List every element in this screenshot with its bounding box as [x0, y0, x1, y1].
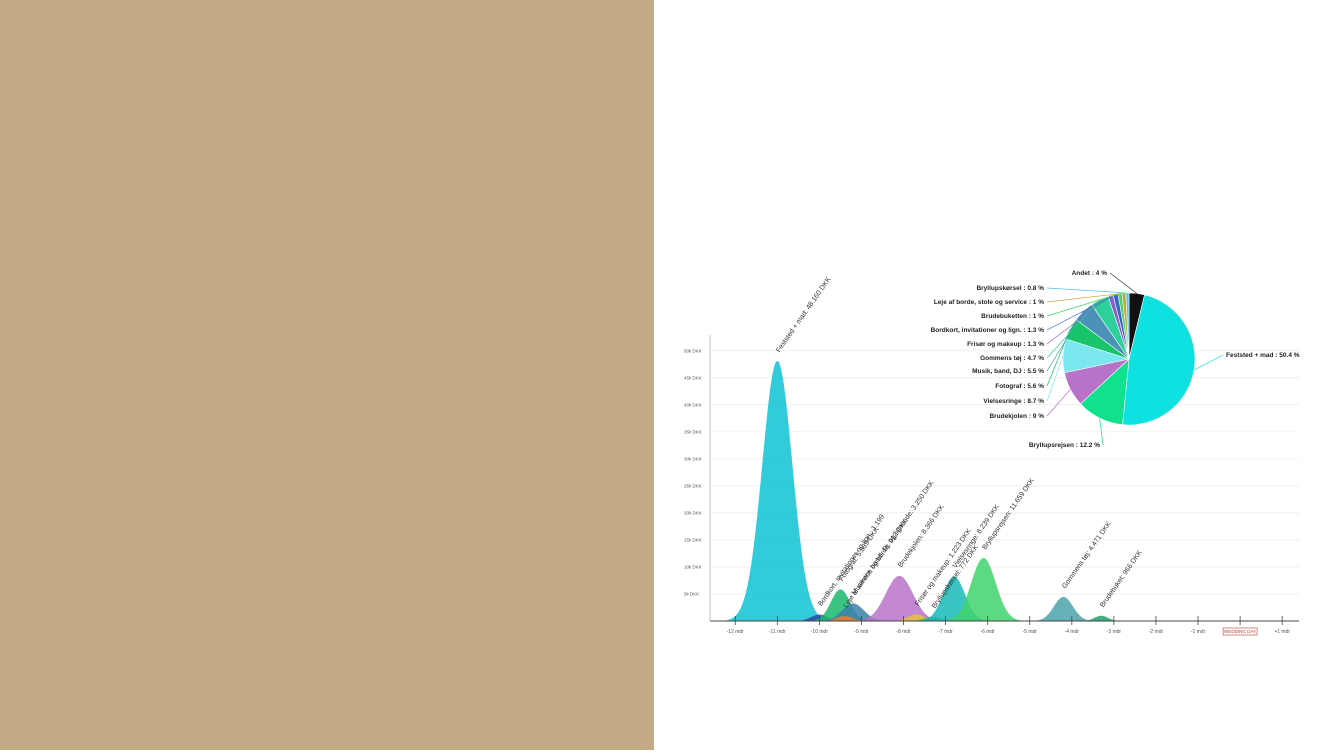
- pie-label-7: Gommens tøj : 4.7 %: [980, 355, 1044, 362]
- x-tick-label: -1 mdr: [1191, 629, 1206, 635]
- area-series-8: [916, 576, 992, 621]
- pie-label-9: Bordkort, invitationer og lign. : 1.3 %: [931, 327, 1045, 334]
- chart-panel: 5k DKK 10k DKK 15k DKK 20k DKK 25k DKK 30k DK…: [654, 0, 1333, 750]
- x-tick-label: -3 mdr: [1107, 629, 1122, 635]
- pie-label-4: Vielsesringe : 8.7 %: [983, 398, 1044, 405]
- left-color-panel: [0, 0, 654, 750]
- pie-leader-0: [1109, 272, 1138, 294]
- pie-label-10: Brudebuketten : 1 %: [981, 313, 1044, 320]
- area-series-9: [941, 558, 1026, 621]
- x-tick-label: -4 mdr: [1065, 629, 1080, 635]
- grid-lines: [710, 350, 1299, 595]
- area-series: [726, 360, 1125, 621]
- pie-label-6: Musik, band, DJ : 5.5 %: [972, 368, 1044, 375]
- area-series-10: [1031, 596, 1096, 621]
- area-series-3: [816, 603, 891, 621]
- x-tick-label: -2 mdr: [1149, 629, 1164, 635]
- x-tick-label: -6 mdr: [980, 629, 995, 635]
- area-label-11: Brudebuket: 966 DKK: [1099, 549, 1144, 609]
- y-tick-label: 45k DKK: [684, 375, 702, 380]
- y-tick-label: 20k DKK: [684, 510, 702, 515]
- area-label-5: Brudekjolen: 8.366 DKK: [897, 503, 946, 568]
- wedding-day-label: WEDDING DAY: [1224, 629, 1256, 634]
- pie-leader-3: [1046, 389, 1071, 417]
- x-tick-label: -7 mdr: [938, 629, 953, 635]
- pie-label-12: Bryllupskørsel : 0.8 %: [976, 285, 1044, 292]
- pie-leader-4: [1046, 355, 1064, 402]
- x-tick-label: -11 mdr: [769, 629, 786, 635]
- x-tick-label: -5 mdr: [1023, 629, 1038, 635]
- x-tick-label: +1 mdr: [1274, 629, 1290, 635]
- pie-chart: Andet : 4 % Feststed + mad : 50.4 % Bryllu…: [931, 270, 1300, 449]
- pie-label-1: Feststed + mad : 50.4 %: [1226, 352, 1300, 359]
- x-tick-label: -10 mdr: [811, 629, 829, 635]
- pie-leader-10: [1046, 293, 1121, 317]
- pie-leader-7: [1046, 299, 1100, 359]
- y-tick-label: 40k DKK: [684, 402, 702, 407]
- y-tick-label: 10k DKK: [684, 564, 702, 569]
- pie-leader-9: [1046, 294, 1116, 331]
- area-series-5: [853, 575, 946, 621]
- y-tick-label: 50k DKK: [684, 348, 702, 353]
- y-tick-label: 25k DKK: [684, 483, 702, 488]
- area-series-6: [888, 614, 944, 621]
- x-tick-label: -12 mdr: [727, 629, 745, 635]
- pie-label-8: Frisør og makeup : 1.3 %: [967, 341, 1044, 348]
- y-tick-label: 35k DKK: [684, 429, 702, 434]
- pie-leader-2: [1099, 418, 1104, 446]
- pie-label-0: Andet : 4 %: [1072, 270, 1108, 277]
- pie-leader-5: [1046, 328, 1071, 387]
- x-tick-label: -8 mdr: [896, 629, 911, 635]
- wedding-budget-chart: 5k DKK 10k DKK 15k DKK 20k DKK 25k DKK 30k DK…: [684, 270, 1300, 636]
- pie-label-11: Leje af borde, stole og service : 1 %: [934, 299, 1044, 306]
- y-tick-label: 15k DKK: [684, 537, 702, 542]
- wedding-day-box: [1222, 627, 1258, 636]
- area-series-2: [808, 589, 873, 621]
- axes: 5k DKK 10k DKK 15k DKK 20k DKK 25k DKK 30k DK…: [684, 335, 1299, 636]
- area-series-4: [816, 616, 873, 621]
- x-tick-label: -9 mdr: [854, 629, 869, 635]
- pie-label-2: Bryllupsrejsen : 12.2 %: [1029, 442, 1100, 449]
- y-tick-label: 5k DKK: [684, 591, 699, 596]
- pie-leader-8: [1046, 295, 1111, 345]
- pie-leader-1: [1193, 354, 1224, 371]
- pie-leader-11: [1046, 292, 1124, 303]
- pie-leader-12: [1046, 287, 1128, 294]
- area-series-0: [726, 360, 829, 621]
- area-series-11: [1078, 615, 1125, 621]
- y-tick-label: 30k DKK: [684, 456, 702, 461]
- area-label-2: Fotograf: 5.839 DKK: [838, 526, 881, 583]
- area-label-10: Gommens tøj: 4.471 DKK: [1061, 520, 1113, 590]
- area-label-0: Feststed + mad: 48.160 DKK: [775, 276, 833, 354]
- pie-label-5: Fotograf : 5.6 %: [995, 383, 1044, 390]
- pie-label-3: Brudekjolen : 9 %: [989, 413, 1044, 420]
